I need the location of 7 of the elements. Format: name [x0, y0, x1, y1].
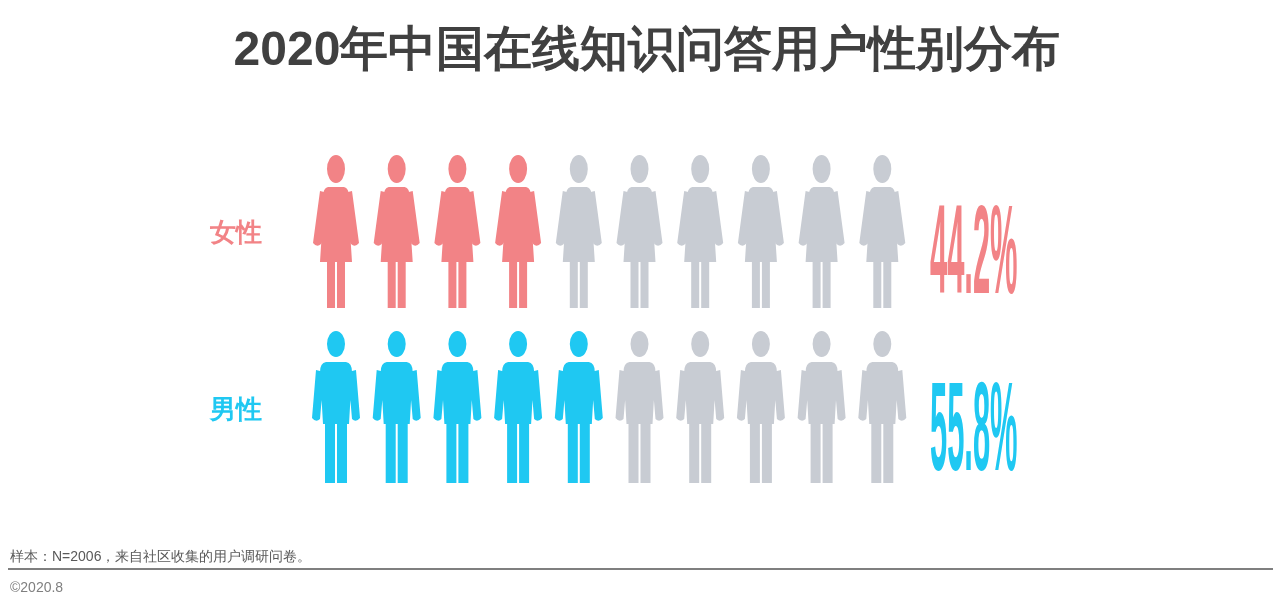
category-label: 女性	[209, 217, 262, 247]
data-label: 55.8%	[930, 355, 1018, 497]
text: 2020年中国在线知识问答用户性别分布	[233, 22, 1061, 75]
category-label: 男性	[209, 394, 262, 424]
text: ©2020.8	[10, 579, 64, 595]
text: 样本：N=2006，来自社区收集的用户调研问卷。	[10, 548, 312, 564]
data-label: 44.2%	[930, 178, 1018, 320]
